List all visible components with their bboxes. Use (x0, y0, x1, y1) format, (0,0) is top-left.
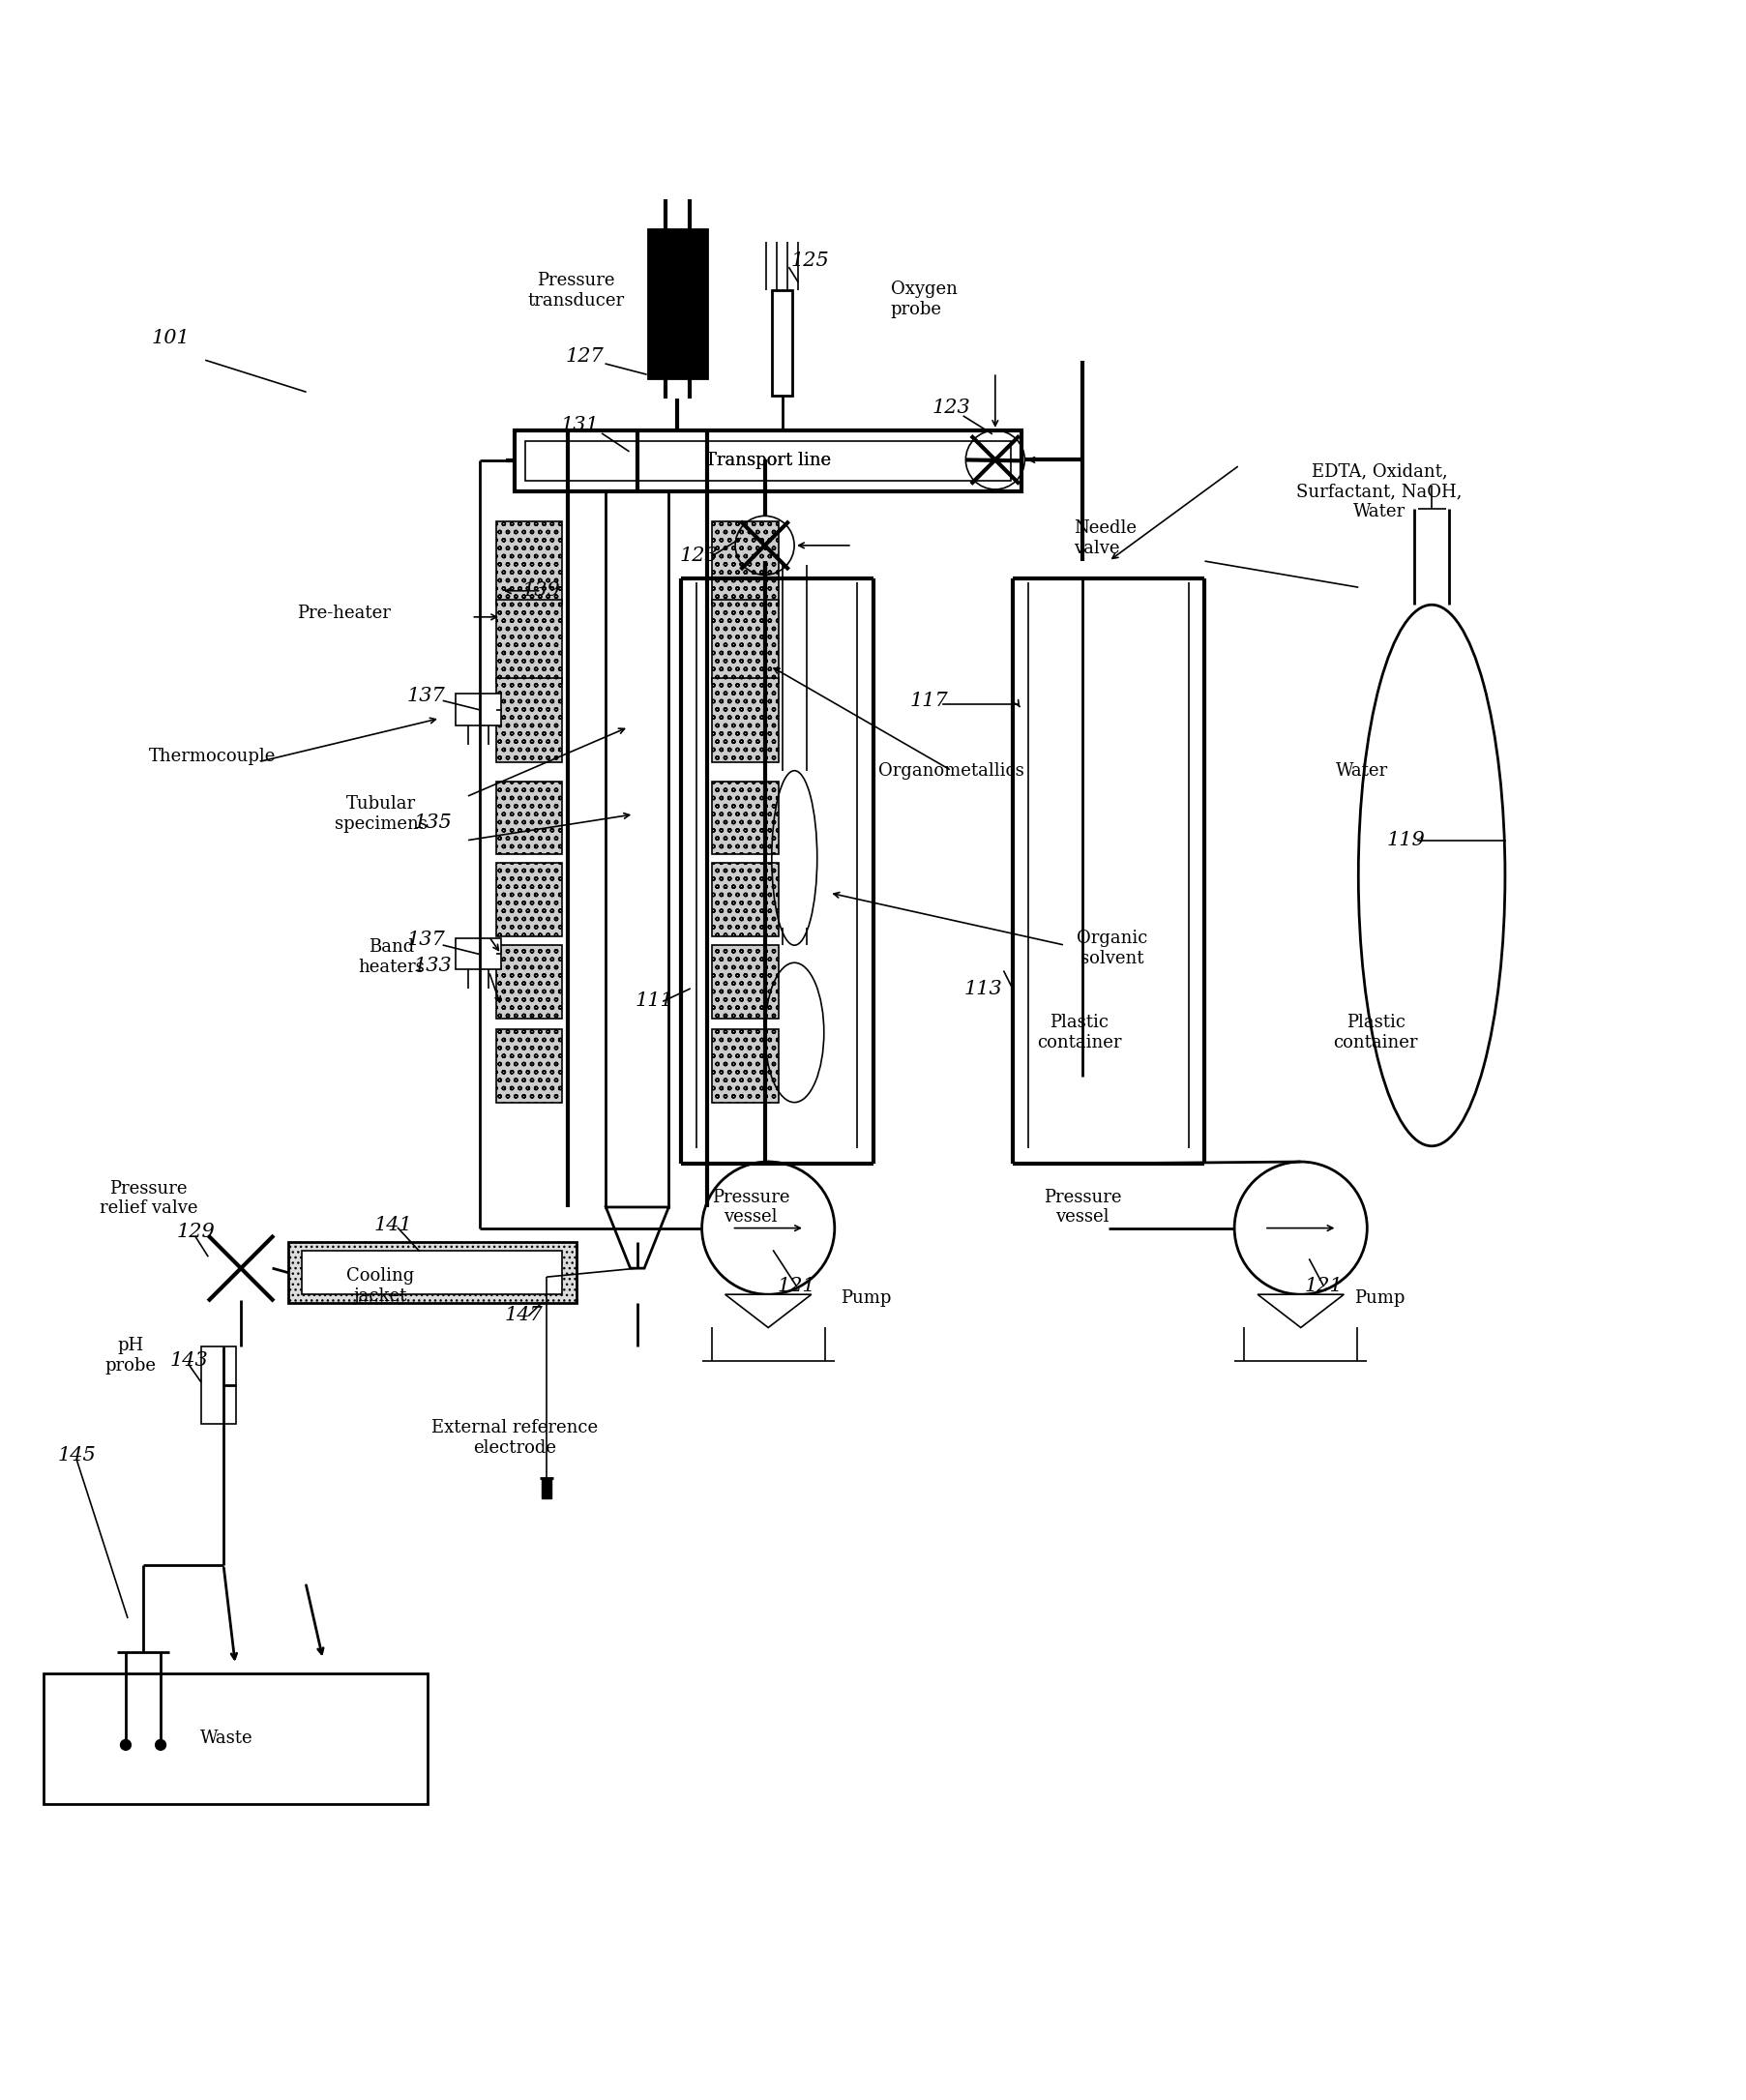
Bar (712, 678, 779, 762)
Text: Pressure
relief valve: Pressure relief valve (100, 1180, 197, 1218)
Polygon shape (606, 1207, 669, 1268)
Text: 131: 131 (560, 416, 599, 435)
Bar (496, 863, 562, 937)
Bar (496, 1029, 562, 1102)
Text: Pressure
vessel: Pressure vessel (712, 1189, 789, 1226)
Text: 129: 129 (176, 1222, 215, 1241)
Text: 143: 143 (169, 1352, 208, 1369)
Text: 141: 141 (374, 1216, 412, 1235)
Polygon shape (725, 1294, 812, 1327)
Text: EDTA, Oxidant,
Surfactant, NaOH,
Water: EDTA, Oxidant, Surfactant, NaOH, Water (1297, 462, 1461, 521)
Text: 101: 101 (152, 328, 190, 346)
Text: Pressure
transducer: Pressure transducer (527, 271, 625, 309)
Text: 127: 127 (566, 349, 604, 365)
Bar (456, 939, 501, 970)
Text: 123: 123 (679, 546, 718, 565)
Text: 133: 133 (414, 958, 452, 974)
Bar (302, 1252, 562, 1294)
Text: Cooling
jacket: Cooling jacket (347, 1266, 414, 1304)
Bar (496, 781, 562, 855)
Bar (541, 1478, 552, 1499)
Text: Transport line: Transport line (705, 452, 831, 470)
Text: 123: 123 (932, 399, 971, 416)
Text: 119: 119 (1386, 832, 1425, 850)
Bar (712, 945, 779, 1018)
Bar (712, 1029, 779, 1102)
Bar (288, 1241, 576, 1304)
Text: Tubular
specimens: Tubular specimens (333, 796, 428, 834)
Text: 121: 121 (1304, 1277, 1343, 1296)
Bar (515, 430, 1021, 491)
Text: Pressure
vessel: Pressure vessel (1044, 1189, 1121, 1226)
Text: 139: 139 (522, 582, 560, 601)
Text: Water: Water (1336, 762, 1388, 779)
Bar (496, 945, 562, 1018)
Bar (648, 229, 707, 378)
Bar (44, 1674, 428, 1804)
Text: External reference
electrode: External reference electrode (431, 1420, 599, 1457)
Polygon shape (1257, 1294, 1344, 1327)
Bar (712, 781, 779, 855)
Bar (712, 598, 779, 682)
Circle shape (120, 1739, 131, 1749)
Text: pH
probe: pH probe (105, 1338, 157, 1373)
Text: 135: 135 (414, 815, 452, 832)
Bar (456, 693, 501, 724)
Text: Organic
solvent: Organic solvent (1077, 930, 1147, 968)
Bar (712, 863, 779, 937)
Text: Needle
valve: Needle valve (1074, 519, 1137, 556)
Bar (712, 521, 779, 605)
Text: 113: 113 (964, 981, 1002, 997)
Text: Pre-heater: Pre-heater (297, 605, 391, 622)
Text: 137: 137 (407, 687, 445, 706)
Text: Plastic
container: Plastic container (1334, 1014, 1418, 1052)
Bar (496, 598, 562, 682)
Text: Organometallics: Organometallics (878, 762, 1025, 779)
Text: 121: 121 (777, 1277, 815, 1296)
Text: Oxygen
probe: Oxygen probe (890, 281, 957, 317)
Bar (496, 678, 562, 762)
Text: Thermocouple: Thermocouple (148, 748, 276, 764)
Bar (606, 430, 669, 1207)
Text: 117: 117 (910, 691, 948, 710)
Text: 145: 145 (58, 1447, 96, 1464)
Text: 111: 111 (636, 991, 674, 1010)
Bar (526, 441, 1011, 481)
Text: 125: 125 (791, 252, 829, 271)
Text: Pump: Pump (1353, 1289, 1406, 1306)
Text: Plastic
container: Plastic container (1037, 1014, 1121, 1052)
Text: Transport line: Transport line (705, 452, 831, 470)
Text: 147: 147 (505, 1306, 543, 1325)
Bar (201, 1346, 236, 1424)
Bar (496, 521, 562, 605)
Text: Waste: Waste (201, 1728, 253, 1747)
Text: Pump: Pump (840, 1289, 892, 1306)
Circle shape (155, 1739, 166, 1749)
Text: 137: 137 (407, 930, 445, 949)
Text: Band
heaters: Band heaters (358, 939, 424, 977)
Bar (772, 290, 793, 395)
